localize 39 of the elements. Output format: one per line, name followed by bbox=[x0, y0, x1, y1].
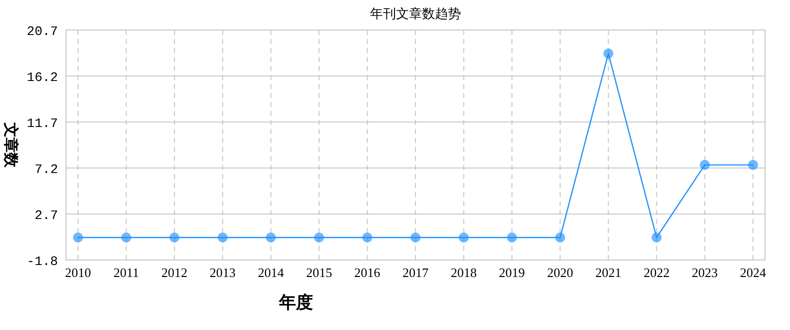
point bbox=[121, 232, 132, 243]
y-tick-label: -1.8 bbox=[26, 254, 58, 269]
x-axis-title: 年度 bbox=[278, 293, 313, 312]
x-tick-label: 2015 bbox=[306, 265, 332, 280]
x-tick-label: 2021 bbox=[595, 265, 622, 280]
point bbox=[700, 160, 710, 170]
point bbox=[218, 232, 228, 243]
x-tick-label: 2017 bbox=[402, 265, 429, 280]
point bbox=[603, 48, 614, 59]
point bbox=[506, 232, 517, 243]
x-tick-label: 2019 bbox=[498, 265, 525, 280]
point bbox=[410, 232, 420, 243]
x-tick-label: 2016 bbox=[354, 265, 381, 280]
x-tick-label: 2022 bbox=[644, 265, 670, 280]
y-tick-label: 7.2 bbox=[34, 162, 58, 177]
y-tick-label: 2.7 bbox=[34, 208, 58, 223]
x-tick-label: 2012 bbox=[161, 265, 188, 280]
point bbox=[362, 232, 372, 243]
point bbox=[748, 160, 758, 170]
x-tick-label: 2011 bbox=[113, 265, 139, 280]
point bbox=[314, 232, 324, 243]
y-tick-label: 11.7 bbox=[26, 116, 58, 131]
x-tick-label: 2013 bbox=[210, 265, 236, 280]
point bbox=[652, 232, 662, 243]
y-tick-label: 16.2 bbox=[26, 70, 58, 85]
chart-title: 年刊文章数趋势 bbox=[370, 6, 461, 21]
point bbox=[555, 232, 566, 243]
point bbox=[73, 232, 83, 243]
point bbox=[266, 232, 276, 243]
x-tick-label: 2014 bbox=[258, 265, 284, 280]
x-tick-label: 2023 bbox=[692, 265, 718, 280]
point bbox=[458, 232, 469, 243]
x-tick-label: 2010 bbox=[65, 265, 91, 280]
y-axis-title: 文章数 bbox=[2, 122, 20, 168]
y-tick-label: 20.7 bbox=[26, 24, 58, 39]
x-tick-label: 2020 bbox=[547, 265, 574, 280]
point bbox=[169, 232, 180, 243]
x-tick-label: 2024 bbox=[740, 265, 766, 280]
x-tick-label: 2018 bbox=[450, 265, 477, 280]
